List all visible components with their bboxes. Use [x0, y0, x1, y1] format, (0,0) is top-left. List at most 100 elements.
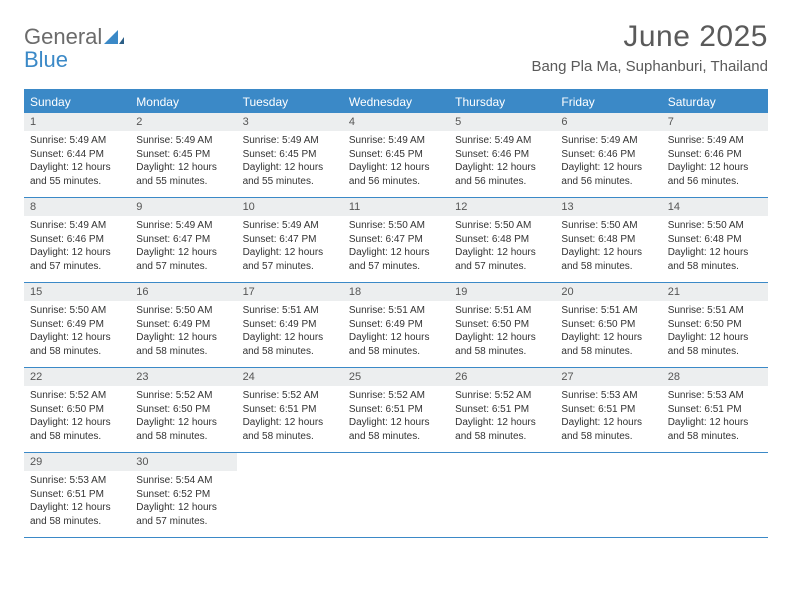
day-body: Sunrise: 5:53 AMSunset: 6:51 PMDaylight:…	[662, 386, 768, 449]
day-body: Sunrise: 5:52 AMSunset: 6:51 PMDaylight:…	[343, 386, 449, 449]
day-cell: 27Sunrise: 5:53 AMSunset: 6:51 PMDayligh…	[555, 368, 661, 452]
dow-cell: Saturday	[662, 91, 768, 113]
day-number: 4	[343, 113, 449, 131]
day-cell: 24Sunrise: 5:52 AMSunset: 6:51 PMDayligh…	[237, 368, 343, 452]
day-cell: 30Sunrise: 5:54 AMSunset: 6:52 PMDayligh…	[130, 453, 236, 537]
day-body: Sunrise: 5:53 AMSunset: 6:51 PMDaylight:…	[555, 386, 661, 449]
sunset-line: Sunset: 6:48 PM	[561, 233, 655, 247]
day-number: 23	[130, 368, 236, 386]
sunrise-line: Sunrise: 5:52 AM	[455, 389, 549, 403]
week-row: 8Sunrise: 5:49 AMSunset: 6:46 PMDaylight…	[24, 198, 768, 283]
dow-cell: Wednesday	[343, 91, 449, 113]
daylight-line: Daylight: 12 hours and 57 minutes.	[136, 246, 230, 273]
day-body: Sunrise: 5:49 AMSunset: 6:44 PMDaylight:…	[24, 131, 130, 194]
sunrise-line: Sunrise: 5:51 AM	[668, 304, 762, 318]
day-body: Sunrise: 5:51 AMSunset: 6:50 PMDaylight:…	[449, 301, 555, 364]
sunrise-line: Sunrise: 5:50 AM	[455, 219, 549, 233]
daylight-line: Daylight: 12 hours and 58 minutes.	[243, 331, 337, 358]
logo-text-blue: Blue	[24, 47, 68, 72]
sunrise-line: Sunrise: 5:49 AM	[561, 134, 655, 148]
day-body: Sunrise: 5:49 AMSunset: 6:47 PMDaylight:…	[237, 216, 343, 279]
sunset-line: Sunset: 6:46 PM	[455, 148, 549, 162]
day-cell: 15Sunrise: 5:50 AMSunset: 6:49 PMDayligh…	[24, 283, 130, 367]
day-cell: 2Sunrise: 5:49 AMSunset: 6:45 PMDaylight…	[130, 113, 236, 197]
daylight-line: Daylight: 12 hours and 58 minutes.	[668, 416, 762, 443]
day-number: 27	[555, 368, 661, 386]
week-row: 1Sunrise: 5:49 AMSunset: 6:44 PMDaylight…	[24, 113, 768, 198]
daylight-line: Daylight: 12 hours and 57 minutes.	[30, 246, 124, 273]
daylight-line: Daylight: 12 hours and 55 minutes.	[136, 161, 230, 188]
sunset-line: Sunset: 6:45 PM	[243, 148, 337, 162]
day-number: 6	[555, 113, 661, 131]
day-number: 17	[237, 283, 343, 301]
sunrise-line: Sunrise: 5:51 AM	[561, 304, 655, 318]
sunrise-line: Sunrise: 5:49 AM	[136, 134, 230, 148]
day-number: 13	[555, 198, 661, 216]
sunset-line: Sunset: 6:52 PM	[136, 488, 230, 502]
sunset-line: Sunset: 6:49 PM	[243, 318, 337, 332]
sunset-line: Sunset: 6:49 PM	[136, 318, 230, 332]
day-body: Sunrise: 5:52 AMSunset: 6:50 PMDaylight:…	[24, 386, 130, 449]
daylight-line: Daylight: 12 hours and 58 minutes.	[30, 501, 124, 528]
daylight-line: Daylight: 12 hours and 58 minutes.	[349, 416, 443, 443]
day-cell: 10Sunrise: 5:49 AMSunset: 6:47 PMDayligh…	[237, 198, 343, 282]
day-body: Sunrise: 5:49 AMSunset: 6:46 PMDaylight:…	[24, 216, 130, 279]
day-cell: 19Sunrise: 5:51 AMSunset: 6:50 PMDayligh…	[449, 283, 555, 367]
dow-cell: Sunday	[24, 91, 130, 113]
sunrise-line: Sunrise: 5:49 AM	[243, 134, 337, 148]
day-number: 5	[449, 113, 555, 131]
daylight-line: Daylight: 12 hours and 58 minutes.	[349, 331, 443, 358]
empty-cell	[449, 453, 555, 537]
daylight-line: Daylight: 12 hours and 57 minutes.	[455, 246, 549, 273]
day-body: Sunrise: 5:51 AMSunset: 6:49 PMDaylight:…	[237, 301, 343, 364]
day-number: 8	[24, 198, 130, 216]
day-body: Sunrise: 5:51 AMSunset: 6:50 PMDaylight:…	[662, 301, 768, 364]
sunrise-line: Sunrise: 5:50 AM	[349, 219, 443, 233]
day-cell: 3Sunrise: 5:49 AMSunset: 6:45 PMDaylight…	[237, 113, 343, 197]
day-cell: 8Sunrise: 5:49 AMSunset: 6:46 PMDaylight…	[24, 198, 130, 282]
day-body: Sunrise: 5:50 AMSunset: 6:48 PMDaylight:…	[662, 216, 768, 279]
day-body: Sunrise: 5:50 AMSunset: 6:49 PMDaylight:…	[24, 301, 130, 364]
day-cell: 23Sunrise: 5:52 AMSunset: 6:50 PMDayligh…	[130, 368, 236, 452]
day-body: Sunrise: 5:52 AMSunset: 6:51 PMDaylight:…	[237, 386, 343, 449]
sunrise-line: Sunrise: 5:53 AM	[668, 389, 762, 403]
sunset-line: Sunset: 6:48 PM	[668, 233, 762, 247]
daylight-line: Daylight: 12 hours and 56 minutes.	[561, 161, 655, 188]
day-cell: 28Sunrise: 5:53 AMSunset: 6:51 PMDayligh…	[662, 368, 768, 452]
dow-row: SundayMondayTuesdayWednesdayThursdayFrid…	[24, 91, 768, 113]
sunset-line: Sunset: 6:45 PM	[349, 148, 443, 162]
empty-cell	[555, 453, 661, 537]
month-title: June 2025	[531, 20, 768, 54]
week-row: 29Sunrise: 5:53 AMSunset: 6:51 PMDayligh…	[24, 453, 768, 538]
sunrise-line: Sunrise: 5:51 AM	[455, 304, 549, 318]
sunset-line: Sunset: 6:50 PM	[668, 318, 762, 332]
day-number: 18	[343, 283, 449, 301]
title-block: June 2025 Bang Pla Ma, Suphanburi, Thail…	[531, 20, 768, 75]
day-body: Sunrise: 5:49 AMSunset: 6:46 PMDaylight:…	[555, 131, 661, 194]
daylight-line: Daylight: 12 hours and 57 minutes.	[136, 501, 230, 528]
day-number: 30	[130, 453, 236, 471]
sunset-line: Sunset: 6:51 PM	[243, 403, 337, 417]
dow-cell: Tuesday	[237, 91, 343, 113]
empty-cell	[237, 453, 343, 537]
location: Bang Pla Ma, Suphanburi, Thailand	[531, 58, 768, 75]
sunset-line: Sunset: 6:47 PM	[243, 233, 337, 247]
day-number: 16	[130, 283, 236, 301]
day-number: 15	[24, 283, 130, 301]
daylight-line: Daylight: 12 hours and 58 minutes.	[243, 416, 337, 443]
sunrise-line: Sunrise: 5:52 AM	[243, 389, 337, 403]
day-cell: 18Sunrise: 5:51 AMSunset: 6:49 PMDayligh…	[343, 283, 449, 367]
week-row: 22Sunrise: 5:52 AMSunset: 6:50 PMDayligh…	[24, 368, 768, 453]
daylight-line: Daylight: 12 hours and 55 minutes.	[30, 161, 124, 188]
sunrise-line: Sunrise: 5:52 AM	[136, 389, 230, 403]
day-body: Sunrise: 5:49 AMSunset: 6:46 PMDaylight:…	[662, 131, 768, 194]
sunset-line: Sunset: 6:50 PM	[30, 403, 124, 417]
daylight-line: Daylight: 12 hours and 58 minutes.	[455, 331, 549, 358]
sunrise-line: Sunrise: 5:50 AM	[30, 304, 124, 318]
calendar: SundayMondayTuesdayWednesdayThursdayFrid…	[24, 89, 768, 538]
day-body: Sunrise: 5:54 AMSunset: 6:52 PMDaylight:…	[130, 471, 236, 534]
daylight-line: Daylight: 12 hours and 55 minutes.	[243, 161, 337, 188]
day-body: Sunrise: 5:51 AMSunset: 6:49 PMDaylight:…	[343, 301, 449, 364]
day-number: 21	[662, 283, 768, 301]
daylight-line: Daylight: 12 hours and 58 minutes.	[668, 331, 762, 358]
